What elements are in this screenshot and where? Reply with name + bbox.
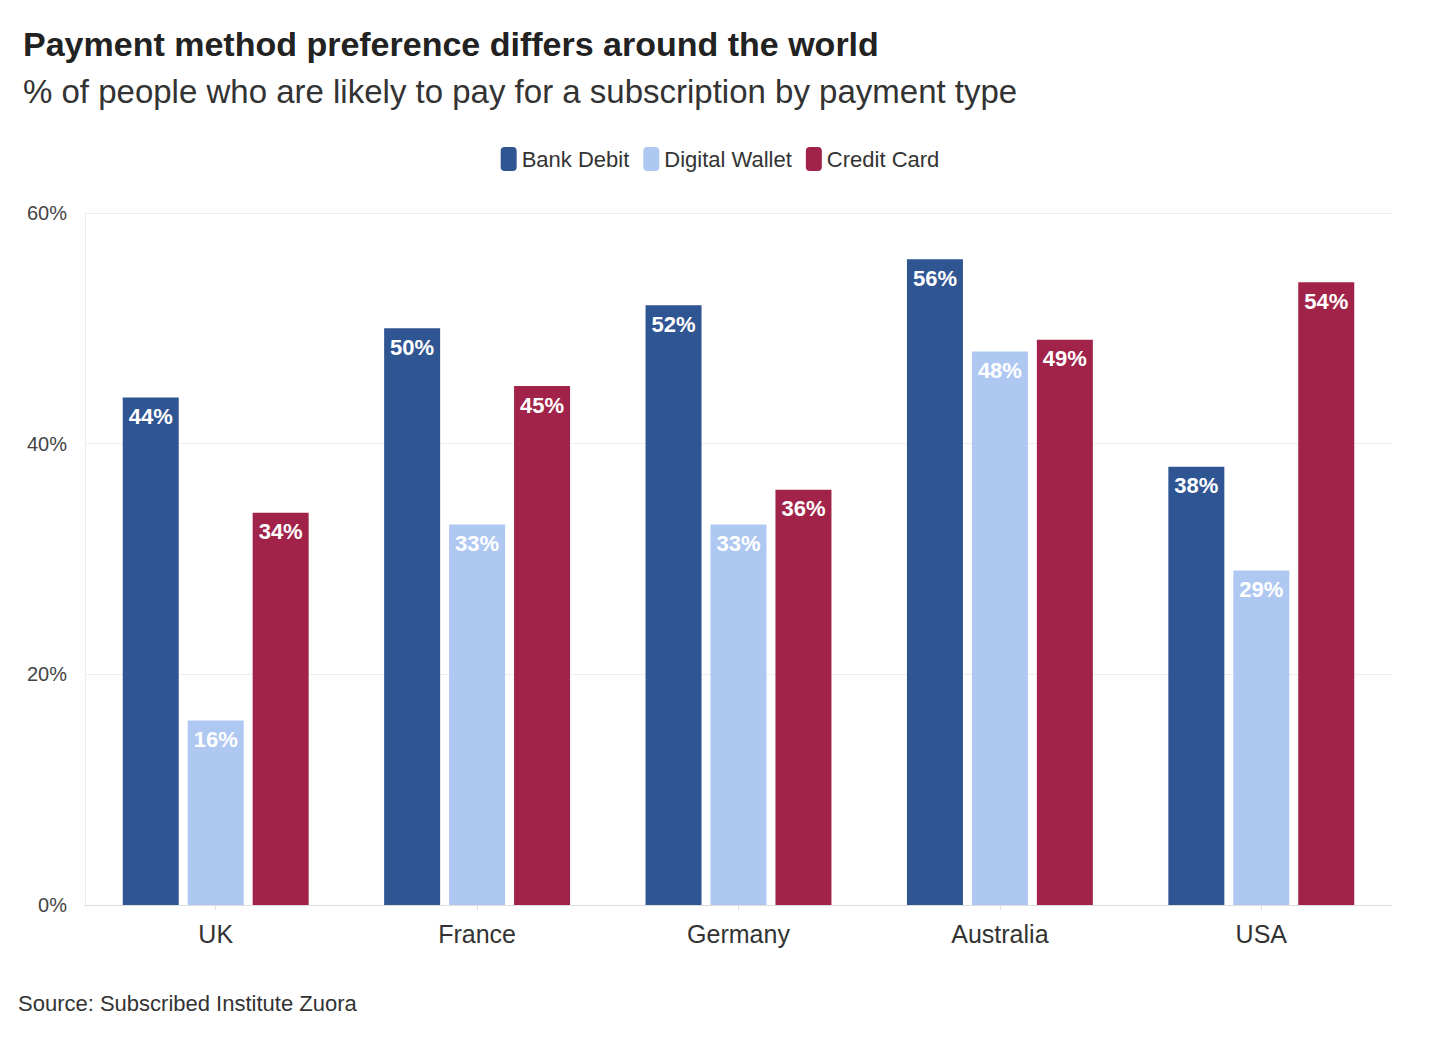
svg-text:USA: USA [1236, 920, 1288, 948]
svg-text:34%: 34% [259, 519, 303, 544]
svg-text:Germany: Germany [687, 920, 790, 948]
svg-text:40%: 40% [27, 433, 67, 455]
svg-text:Bank Debit: Bank Debit [522, 147, 630, 172]
svg-text:50%: 50% [390, 335, 434, 360]
svg-text:Source: Subscribed Institute Z: Source: Subscribed Institute Zuora [18, 991, 357, 1016]
svg-text:20%: 20% [27, 663, 67, 685]
svg-text:16%: 16% [194, 727, 238, 752]
svg-text:45%: 45% [520, 393, 564, 418]
svg-text:38%: 38% [1174, 473, 1218, 498]
svg-text:33%: 33% [455, 531, 499, 556]
svg-text:Digital Wallet: Digital Wallet [664, 147, 792, 172]
svg-text:29%: 29% [1239, 577, 1283, 602]
svg-text:France: France [438, 920, 516, 948]
svg-text:52%: 52% [652, 312, 696, 337]
svg-text:Payment method preference diff: Payment method preference differs around… [23, 25, 879, 63]
svg-text:60%: 60% [27, 202, 67, 224]
svg-text:UK: UK [198, 920, 233, 948]
svg-text:Credit Card: Credit Card [827, 147, 939, 172]
svg-text:44%: 44% [129, 404, 173, 429]
svg-text:% of people who are likely to: % of people who are likely to pay for a … [23, 73, 1017, 110]
svg-text:33%: 33% [716, 531, 760, 556]
svg-text:0%: 0% [38, 894, 67, 916]
svg-text:Australia: Australia [951, 920, 1048, 948]
svg-text:36%: 36% [781, 496, 825, 521]
svg-text:49%: 49% [1043, 346, 1087, 371]
svg-text:54%: 54% [1304, 289, 1348, 314]
svg-text:48%: 48% [978, 358, 1022, 383]
svg-text:56%: 56% [913, 266, 957, 291]
